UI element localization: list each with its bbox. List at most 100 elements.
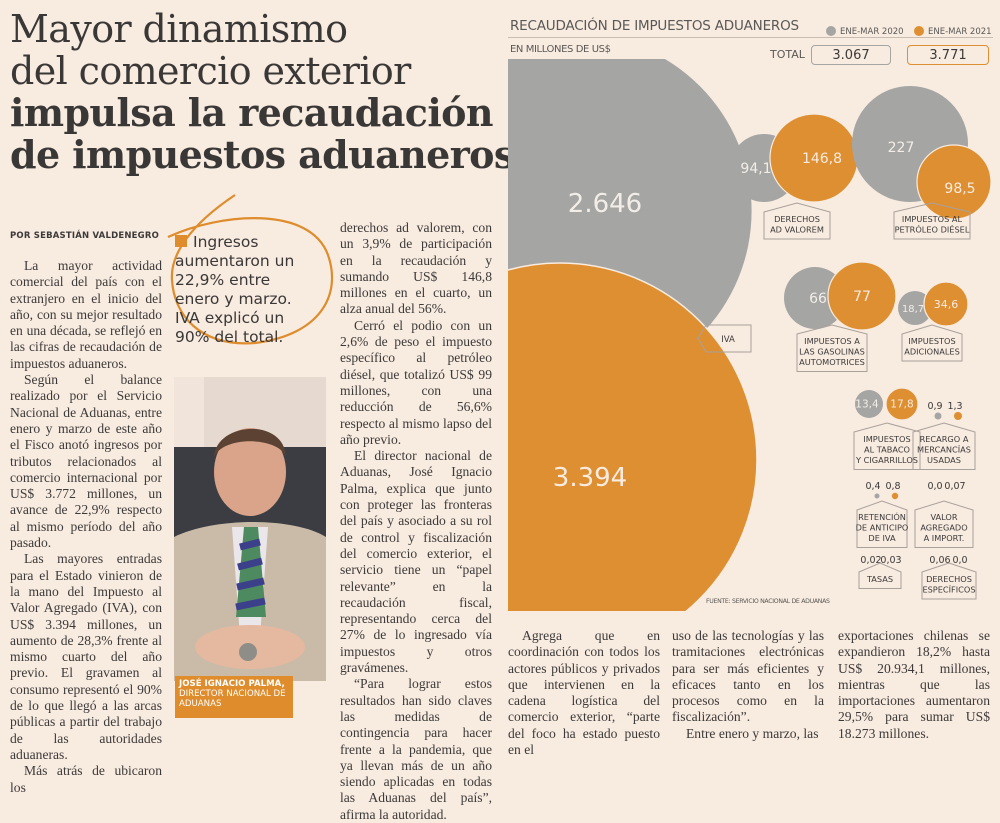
paragraph: uso de las tecnologías y las tramitacion… bbox=[672, 628, 824, 725]
category-label-text: AUTOMOTRICES bbox=[799, 357, 865, 367]
category-label-frame bbox=[796, 324, 868, 372]
category-label-frame bbox=[912, 422, 976, 470]
category-label-text: VALOR bbox=[930, 512, 957, 522]
bubble-2020 bbox=[934, 412, 942, 420]
category-label-text: IMPUESTOS A bbox=[804, 336, 860, 346]
paragraph: exportaciones chilenas se expandieron 18… bbox=[838, 628, 990, 741]
headline-line-3: impulsa la recaudación bbox=[10, 90, 494, 135]
total-label: TOTAL bbox=[770, 48, 805, 61]
legend-2020: ENE-MAR 2020 bbox=[826, 26, 904, 37]
bubble-2021 bbox=[923, 281, 969, 327]
category-label-text: ADICIONALES bbox=[904, 347, 960, 357]
value-2020: 0,4 bbox=[865, 481, 880, 492]
paragraph: Según el balance realizado por el Servic… bbox=[10, 372, 162, 551]
highlight-circle-icon bbox=[167, 194, 333, 345]
article-column-3: Agrega que en coordinación con todos los… bbox=[508, 628, 660, 758]
bubble-2021 bbox=[827, 261, 897, 331]
value-2021: 146,8 bbox=[802, 151, 842, 167]
photo-caption: JOSÉ IGNACIO PALMA, DIRECTOR NACIONAL DE… bbox=[175, 676, 293, 718]
category-label-text: DERECHOS bbox=[926, 574, 972, 584]
chart-units: EN MILLONES DE US$ bbox=[510, 44, 611, 55]
article-column-2: derechos ad valorem, con un 3,9% de part… bbox=[340, 220, 492, 823]
bubble-chart: 2.646 3.394 IVA 94,1 146,8 DERECHOS AD VALOREM… bbox=[508, 59, 992, 611]
gray-dot-icon bbox=[826, 26, 836, 36]
category-label-text: IMPUESTOS AL bbox=[902, 214, 963, 224]
value-2021: 17,8 bbox=[890, 399, 913, 411]
category-label-text: Y CIGARRILLOS bbox=[855, 455, 918, 465]
divider bbox=[508, 37, 993, 38]
value-iva-2020: 2.646 bbox=[568, 189, 642, 219]
paragraph: Las mayores entradas para el Estado vini… bbox=[10, 551, 162, 762]
article-column-1: La mayor actividad comercial del país co… bbox=[10, 258, 162, 796]
category-label-text: IMPUESTOS bbox=[908, 336, 955, 346]
category-label-frame bbox=[921, 562, 977, 600]
caption-role: DIRECTOR NACIONAL DE ADUANAS bbox=[179, 689, 286, 709]
category-label-text: IMPUESTOS bbox=[863, 434, 910, 444]
total-2021: 3.771 bbox=[907, 45, 989, 65]
category-label-text: PETRÓLEO DIÉSEL bbox=[895, 224, 970, 235]
paragraph: El director nacional de Aduanas, José Ig… bbox=[340, 448, 492, 676]
legend-label: ENE-MAR 2021 bbox=[928, 27, 992, 37]
value-iva-2021: 3.394 bbox=[553, 463, 627, 493]
article-column-4: uso de las tecnologías y las tramitacion… bbox=[672, 628, 824, 742]
bubble-2021 bbox=[891, 492, 899, 500]
category-label-frame bbox=[893, 202, 971, 240]
category-label-frame bbox=[914, 500, 974, 548]
headline-line-2: del comercio exterior bbox=[10, 49, 411, 93]
article-column-5: exportaciones chilenas se expandieron 18… bbox=[838, 628, 990, 742]
total-2020: 3.067 bbox=[811, 45, 891, 65]
bubble-2020 bbox=[898, 291, 932, 325]
pull-quote: Ingresos aumentaron un 22,9% entre enero… bbox=[175, 233, 310, 347]
byline: POR SEBASTIÁN VALDENEGRO bbox=[10, 231, 160, 241]
paragraph: La mayor actividad comercial del país co… bbox=[10, 258, 162, 371]
portrait-photo bbox=[174, 377, 326, 681]
paragraph: Entre enero y marzo, las bbox=[686, 725, 819, 741]
category-label-text: DE ANTICIPO bbox=[856, 523, 909, 533]
category-label-text: RETENCIÓN bbox=[858, 511, 906, 522]
chart-title: RECAUDACIÓN DE IMPUESTOS ADUANEROS bbox=[510, 18, 799, 34]
bubble-2021 bbox=[885, 387, 919, 421]
bubble-2021 bbox=[954, 412, 962, 420]
value-2021: 77 bbox=[853, 289, 871, 305]
value-2021: 0,03 bbox=[880, 555, 901, 566]
category-label-frame bbox=[853, 422, 921, 470]
category-label-text: AL TABACO bbox=[864, 445, 910, 455]
iva-label-text: IVA bbox=[721, 335, 735, 345]
value-2020: 18,7 bbox=[902, 304, 924, 315]
category-label-text: A IMPORT. bbox=[924, 533, 965, 543]
value-2021: 1,3 bbox=[947, 401, 962, 412]
paragraph: Cerró el podio con un 2,6% de peso el im… bbox=[340, 317, 492, 447]
category-label-text: MERCANCÍAS bbox=[917, 444, 971, 455]
legend-label: ENE-MAR 2020 bbox=[840, 27, 904, 37]
category-label-text: LAS GASOLINAS bbox=[799, 347, 865, 357]
orange-dot-icon bbox=[914, 26, 924, 36]
category-label-text: ESPECÍFICOS bbox=[922, 584, 975, 595]
paragraph: “Para lograr estos resultados han sido c… bbox=[340, 676, 492, 822]
value-2020: 227 bbox=[888, 140, 915, 156]
value-2020: 0,02 bbox=[860, 555, 881, 566]
paragraph: Más atrás de ubicaron los bbox=[10, 763, 162, 795]
value-2021: 0,8 bbox=[885, 481, 900, 492]
category-label-text: TASAS bbox=[866, 574, 893, 584]
category-label-text: DE IVA bbox=[868, 533, 896, 543]
pull-quote-text: Ingresos aumentaron un 22,9% entre enero… bbox=[175, 233, 295, 346]
value-2020: 66 bbox=[809, 291, 827, 307]
category-label-text: AD VALOREM bbox=[770, 225, 824, 235]
value-2020: 0,0 bbox=[927, 481, 942, 492]
bubble-2020 bbox=[874, 493, 880, 499]
value-2020: 13,4 bbox=[855, 399, 879, 411]
iva-label-frame bbox=[697, 324, 752, 353]
category-label-text: RECARGO A bbox=[920, 434, 969, 444]
bubble-iva-2021 bbox=[508, 262, 758, 611]
category-label-frame bbox=[901, 324, 963, 362]
paragraph: Agrega que en coordinación con todos los… bbox=[508, 628, 660, 758]
category-label-frame bbox=[858, 562, 902, 589]
caption-name: JOSÉ IGNACIO PALMA, bbox=[179, 679, 285, 689]
bubble-2020 bbox=[855, 390, 883, 418]
value-2021: 34,6 bbox=[934, 298, 959, 311]
category-label-frame bbox=[763, 202, 831, 240]
orange-square-icon bbox=[175, 235, 187, 247]
bubble-2021 bbox=[916, 144, 992, 220]
value-2020: 94,1 bbox=[740, 161, 771, 177]
category-label-text: AGREGADO bbox=[920, 523, 967, 533]
